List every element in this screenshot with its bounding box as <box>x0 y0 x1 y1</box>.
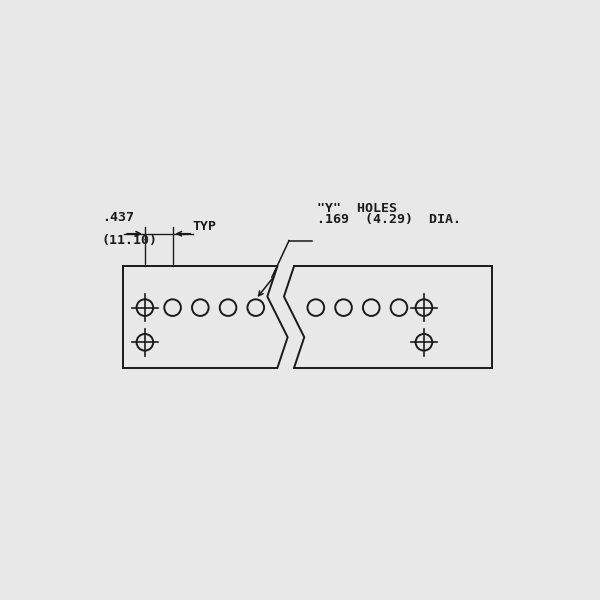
Text: (11.10): (11.10) <box>102 233 158 247</box>
Text: "Y"  HOLES: "Y" HOLES <box>317 202 397 215</box>
Text: .169  (4.29)  DIA.: .169 (4.29) DIA. <box>317 214 461 226</box>
Text: .437: .437 <box>102 211 134 224</box>
Text: TYP: TYP <box>192 220 216 233</box>
